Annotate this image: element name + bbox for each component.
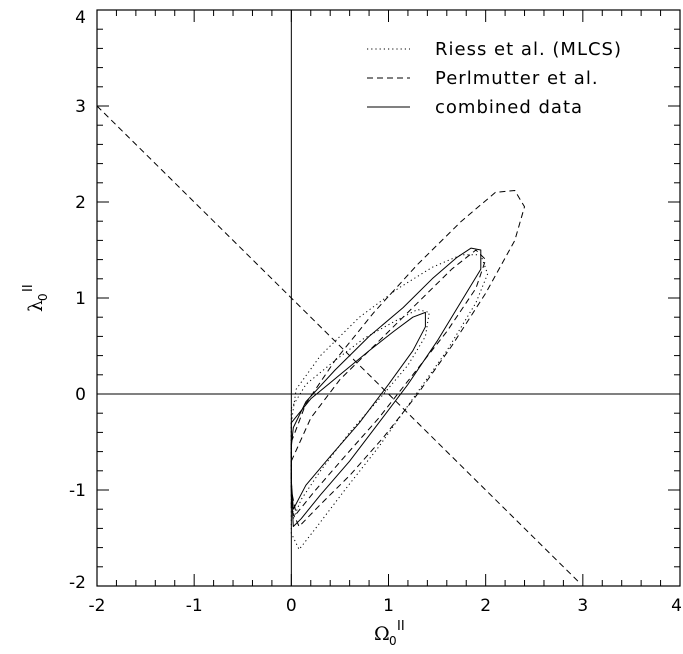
y-tick-label: -2 bbox=[69, 573, 86, 593]
x-tick-label: 2 bbox=[480, 596, 491, 616]
x-tick-labels: -2 -1 0 1 2 3 4 bbox=[89, 596, 682, 616]
x-axis-label-subscript: 0 bbox=[389, 634, 397, 648]
y-tick-labels: -2 -1 0 1 2 3 4 bbox=[69, 8, 86, 593]
y-axis-label-superscript: II bbox=[21, 284, 36, 292]
legend-label-perlmutter: Perlmutter et al. bbox=[435, 68, 599, 89]
y-tick-label: 3 bbox=[75, 97, 86, 117]
plot-frame bbox=[96, 9, 681, 587]
y-axis-label: λ 0 II bbox=[21, 284, 50, 312]
contour-dotted-inner bbox=[290, 309, 430, 520]
contour-solid-inner bbox=[290, 311, 426, 510]
reference-line-line bbox=[96, 105, 579, 582]
x-tick-label: -2 bbox=[89, 596, 106, 616]
x-axis-label-symbol: Ω bbox=[374, 623, 390, 645]
x-tick-label: 4 bbox=[671, 596, 682, 616]
y-axis-label-subscript: 0 bbox=[36, 293, 50, 301]
legend-label-riess: Riess et al. (MLCS) bbox=[435, 39, 622, 60]
y-tick-label: 0 bbox=[75, 385, 86, 405]
legend-label-combined: combined data bbox=[435, 97, 583, 118]
contour-dashed-outer bbox=[290, 190, 525, 527]
x-tick-label: 3 bbox=[577, 596, 588, 616]
x-tick-label: 1 bbox=[383, 596, 394, 616]
reference-lines bbox=[96, 10, 680, 586]
contour-dashed-inner bbox=[290, 249, 487, 515]
x-tick-label: -1 bbox=[186, 596, 203, 616]
contour-dotted-outer bbox=[290, 254, 489, 550]
contour-lines bbox=[290, 190, 525, 550]
x-tick-label: 0 bbox=[286, 596, 297, 616]
contour-solid-outer bbox=[290, 247, 482, 527]
x-axis-label: Ω 0 II bbox=[374, 619, 405, 648]
y-tick-label: 4 bbox=[75, 8, 86, 28]
tick-marks bbox=[96, 9, 681, 587]
y-tick-label: 1 bbox=[75, 289, 86, 309]
legend: Riess et al. (MLCS) Perlmutter et al. co… bbox=[367, 39, 622, 118]
y-axis-label-symbol: λ bbox=[25, 300, 47, 312]
x-axis-label-superscript: II bbox=[397, 619, 405, 634]
y-tick-label: 2 bbox=[75, 193, 86, 213]
y-tick-label: -1 bbox=[69, 481, 86, 501]
